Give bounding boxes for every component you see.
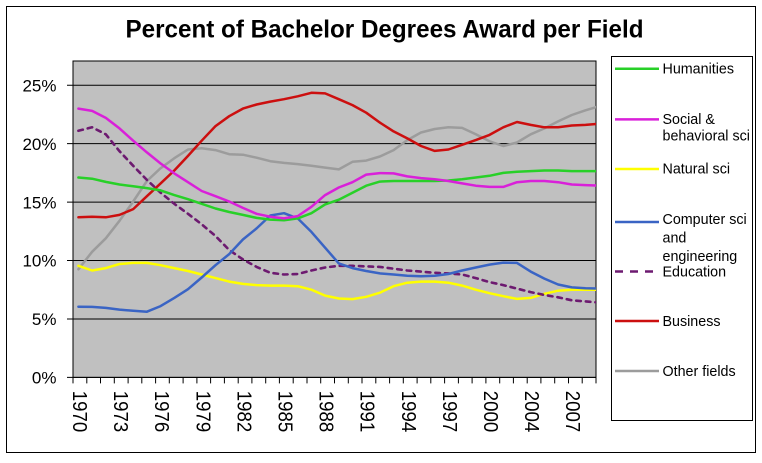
svg-text:1991: 1991	[356, 391, 379, 433]
svg-text:Other fields: Other fields	[663, 364, 736, 380]
svg-text:Percent of Bachelor Degrees Aw: Percent of Bachelor Degrees Award per Fi…	[126, 16, 644, 44]
svg-text:1979: 1979	[191, 391, 214, 433]
svg-text:25%: 25%	[22, 76, 56, 95]
svg-text:1976: 1976	[150, 391, 173, 433]
svg-text:Computer sci: Computer sci	[663, 212, 747, 228]
svg-text:1970: 1970	[68, 391, 91, 433]
svg-text:Social &: Social &	[663, 112, 716, 128]
svg-text:1982: 1982	[232, 391, 255, 433]
svg-text:Education: Education	[663, 265, 727, 281]
svg-text:2000: 2000	[479, 391, 502, 433]
svg-text:Natural sci: Natural sci	[663, 162, 731, 178]
svg-text:1985: 1985	[274, 391, 297, 433]
svg-text:10%: 10%	[22, 252, 56, 271]
svg-text:1997: 1997	[438, 391, 461, 433]
svg-text:2007: 2007	[561, 391, 584, 433]
svg-text:0%: 0%	[32, 369, 57, 388]
svg-text:15%: 15%	[22, 193, 56, 212]
svg-text:1994: 1994	[397, 391, 420, 433]
svg-text:1973: 1973	[109, 391, 132, 433]
svg-text:5%: 5%	[32, 310, 57, 329]
svg-text:and: and	[663, 231, 687, 247]
svg-text:behavioral sci: behavioral sci	[663, 129, 750, 145]
svg-text:20%: 20%	[22, 135, 56, 154]
svg-text:2004: 2004	[520, 391, 543, 433]
svg-text:1988: 1988	[315, 391, 338, 433]
svg-text:Humanities: Humanities	[663, 62, 735, 78]
svg-text:Business: Business	[663, 314, 721, 330]
svg-text:engineering: engineering	[663, 249, 738, 265]
